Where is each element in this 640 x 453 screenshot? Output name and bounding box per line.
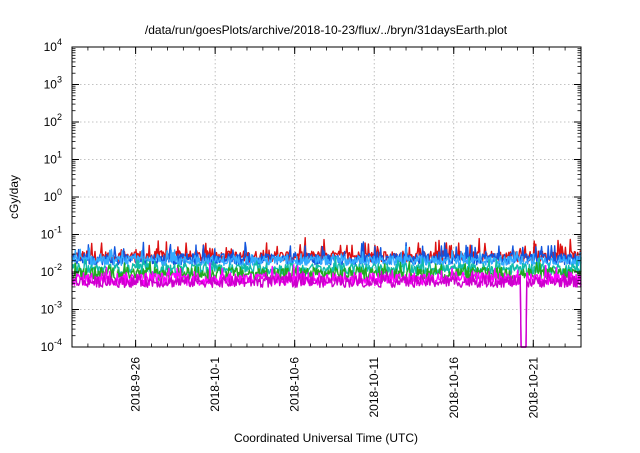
series-line — [71, 256, 582, 276]
y-tick-label: 103 — [44, 75, 62, 92]
x-tick-label: 2018-9-26 — [129, 357, 143, 412]
series-line — [71, 262, 582, 348]
x-tick-label: 2018-10-1 — [208, 357, 222, 412]
x-tick-labels: 2018-9-26 2018-10-1 2018-10-6 2018-10-11 201… — [129, 357, 541, 419]
series-layer — [71, 237, 582, 348]
x-axis-label: Coordinated Universal Time (UTC) — [234, 431, 418, 445]
y-tick-label: 100 — [44, 187, 62, 204]
ticks — [71, 46, 582, 348]
y-axis-label: cGy/day — [7, 175, 21, 219]
y-tick-label: 104 — [44, 37, 62, 54]
series-line — [71, 270, 582, 348]
series-line — [71, 261, 582, 281]
x-tick-label: 2018-10-6 — [288, 357, 302, 412]
y-tick-label: 10-2 — [41, 262, 62, 279]
x-tick-label: 2018-10-21 — [526, 357, 540, 419]
y-tick-label: 10-1 — [41, 225, 62, 242]
x-tick-label: 2018-10-16 — [447, 357, 461, 419]
grid — [72, 47, 581, 347]
y-tick-label: 10-3 — [41, 300, 62, 317]
y-tick-label: 10-4 — [41, 337, 62, 354]
y-tick-label: 101 — [44, 150, 62, 167]
chart-title: /data/run/goesPlots/archive/2018-10-23/f… — [145, 23, 508, 37]
x-tick-label: 2018-10-11 — [367, 357, 381, 418]
y-tick-labels: 10-4 10-3 10-2 10-1 100 101 102 103 104 — [41, 37, 62, 354]
y-tick-label: 102 — [44, 112, 62, 129]
